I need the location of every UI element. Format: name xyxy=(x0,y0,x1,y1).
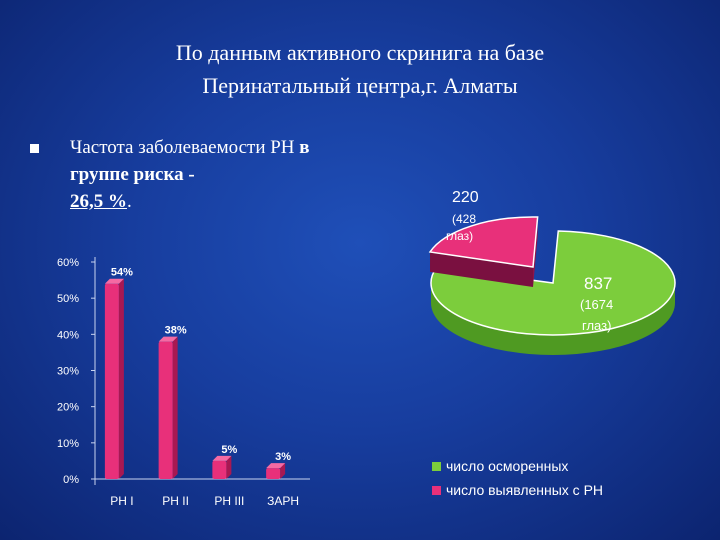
bar-chart-bars xyxy=(104,278,286,479)
bullet-text: Частота заболеваемости РН в группе риска… xyxy=(70,134,340,215)
bar xyxy=(212,460,227,479)
bar-category-label: РН II xyxy=(162,494,189,508)
pie-label-screened-note: (1674 xyxy=(580,297,613,312)
bullet-square-icon xyxy=(30,144,39,153)
bar-y-tick-label: 60% xyxy=(57,257,79,269)
legend-swatch-green xyxy=(432,461,441,471)
bar-y-tick-label: 0% xyxy=(63,474,79,486)
pie-slice-detected xyxy=(428,216,539,268)
bar-top xyxy=(104,278,124,284)
bar-data-label: 38% xyxy=(165,325,187,337)
pie-label-screened-note2: глаз) xyxy=(582,318,611,333)
pie-label-detected-note2: глаз) xyxy=(446,229,473,243)
bar xyxy=(158,341,173,479)
pie-slice-screened xyxy=(430,230,676,336)
pie-slice-side-pink xyxy=(430,251,533,287)
pie-label-detected-value: 220 xyxy=(452,189,479,206)
pie-chart-labels: 220 (428 глаз) 837 (1674 глаз) xyxy=(446,189,613,333)
bar-y-tick-label: 10% xyxy=(57,438,79,450)
pie-slice-side-green xyxy=(431,283,675,355)
legend-item-screened: число осморенных xyxy=(432,454,712,478)
legend-label-detected: число выявленных с РН xyxy=(446,482,604,498)
bullet-rate: 26,5 % xyxy=(70,191,127,212)
title-line-1: По данным активного скринига на базе xyxy=(175,40,545,65)
bar-category-label: ЗАРН xyxy=(267,494,299,508)
bar-side xyxy=(172,336,178,479)
bar xyxy=(104,283,119,479)
title-line-2: Перинатальный центра,г. Алматы xyxy=(202,73,518,98)
pie-label-screened-value: 837 xyxy=(584,274,612,293)
bar-y-tick-label: 40% xyxy=(57,329,79,341)
bar-side xyxy=(226,455,232,479)
pie-legend: число осморенных число выявленных с РН xyxy=(432,454,712,502)
bar-data-label: 3% xyxy=(275,451,291,463)
bar-y-tick-label: 30% xyxy=(57,366,79,378)
bar-category-label: РН I xyxy=(110,494,133,508)
bar-category-label: РН III xyxy=(214,494,244,508)
bar-side xyxy=(118,278,124,479)
bar-y-tick-label: 50% xyxy=(57,293,79,305)
bar-data-label: 54% xyxy=(111,267,133,279)
pie-chart-slices xyxy=(428,216,676,355)
bar-top xyxy=(158,336,178,342)
bullet-text-part2: в группе риска - xyxy=(70,137,310,185)
bar-chart-labels: РН I 54% РН II 38% РН III 5% ЗАРН 3% xyxy=(110,267,299,508)
slide-title: По данным активного скринига на базе Пер… xyxy=(60,36,660,102)
bar-top xyxy=(212,455,232,461)
bar-y-tick-label: 20% xyxy=(57,402,79,414)
legend-item-detected: число выявленных с РН xyxy=(432,478,712,502)
bar xyxy=(266,468,281,479)
legend-swatch-pink xyxy=(432,485,441,495)
legend-label-screened: число осморенных xyxy=(446,458,569,474)
bar-data-label: 5% xyxy=(221,444,237,456)
bullet-text-part4: . xyxy=(127,191,132,212)
bullet-text-part1: Частота заболеваемости РН xyxy=(70,137,300,158)
pie-label-detected-note: (428 xyxy=(452,212,476,226)
bar-top xyxy=(266,463,286,469)
bar-side xyxy=(280,463,286,479)
